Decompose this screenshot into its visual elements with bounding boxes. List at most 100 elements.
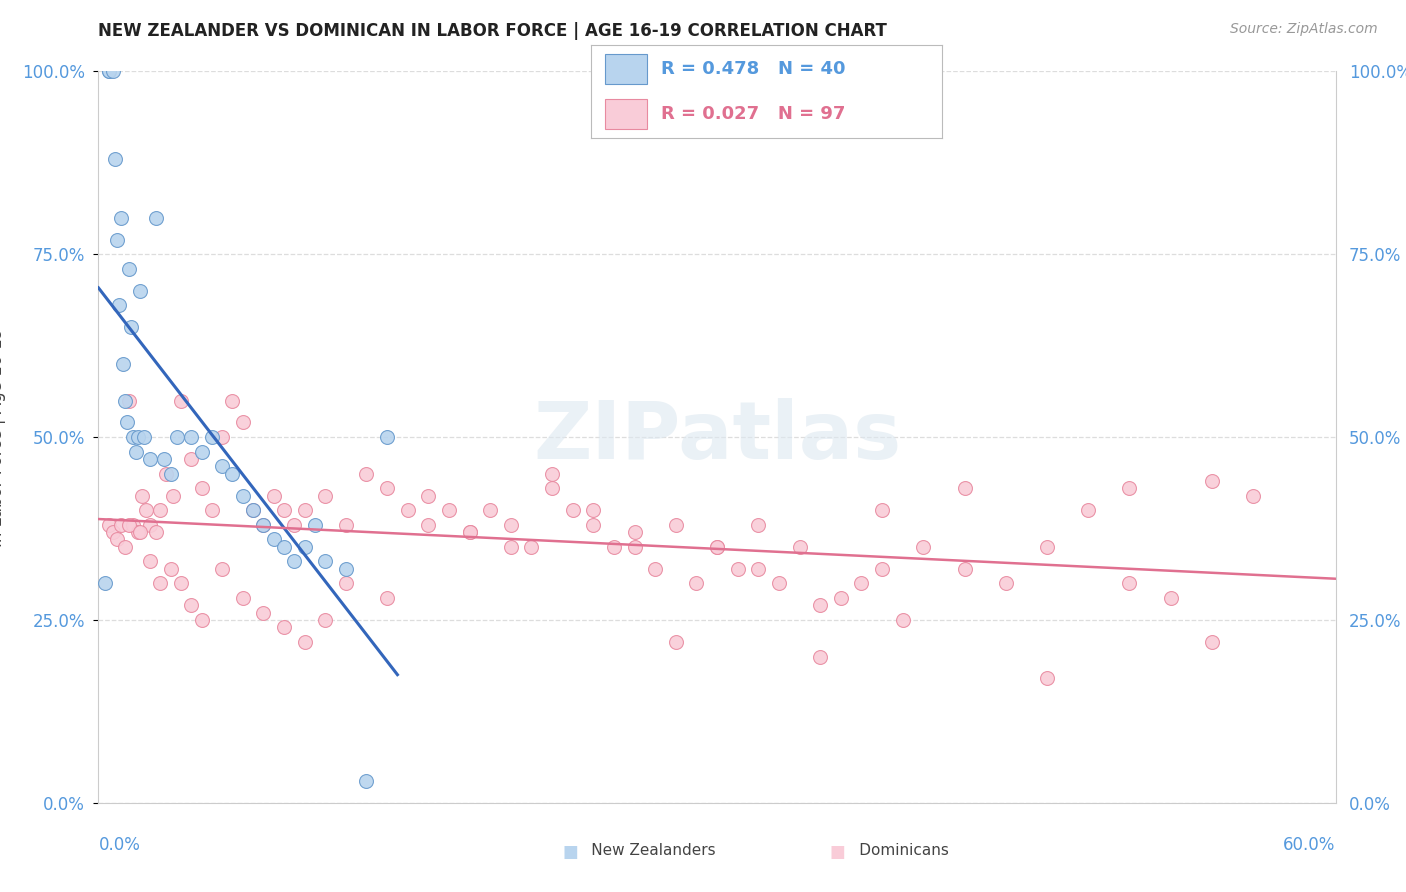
Point [124, 444, 146, 458]
Point [437, 503, 460, 517]
Point [706, 540, 728, 554]
Point [294, 540, 316, 554]
Point [159, 562, 181, 576]
Point [180, 430, 202, 444]
Point [108, 298, 131, 312]
Text: 0.0%: 0.0% [98, 836, 141, 854]
Point [201, 430, 224, 444]
Point [335, 562, 357, 576]
Point [727, 562, 749, 576]
Point [665, 517, 688, 532]
Bar [605, 54, 647, 84]
Point [112, 357, 135, 371]
Point [139, 517, 162, 532]
Point [221, 467, 243, 481]
Point [149, 503, 172, 517]
Bar [605, 99, 647, 129]
Point [110, 211, 132, 225]
Point [1036, 672, 1059, 686]
Point [122, 517, 145, 532]
Point [190, 481, 212, 495]
Point [252, 606, 274, 620]
Point [232, 416, 254, 430]
Text: ZIPatlas: ZIPatlas [533, 398, 901, 476]
Point [114, 540, 136, 554]
Y-axis label: In Labor Force | Age 16-19: In Labor Force | Age 16-19 [0, 327, 6, 547]
Point [170, 393, 193, 408]
Point [117, 416, 139, 430]
Text: Source: ZipAtlas.com: Source: ZipAtlas.com [1230, 22, 1378, 37]
Point [479, 503, 502, 517]
Point [1241, 489, 1264, 503]
Point [110, 517, 132, 532]
Point [335, 576, 357, 591]
Point [953, 481, 976, 495]
Point [953, 562, 976, 576]
Point [97, 64, 120, 78]
Point [242, 503, 264, 517]
Point [499, 517, 522, 532]
Point [314, 613, 336, 627]
Point [135, 503, 157, 517]
Point [127, 525, 149, 540]
Point [252, 517, 274, 532]
Point [603, 540, 626, 554]
Point [747, 562, 769, 576]
Point [273, 540, 295, 554]
Point [139, 452, 162, 467]
Text: New Zealanders: New Zealanders [562, 843, 716, 858]
Point [128, 284, 150, 298]
Point [190, 444, 212, 458]
Point [105, 533, 128, 547]
Point [356, 467, 378, 481]
Point [458, 525, 481, 540]
Point [180, 599, 202, 613]
Point [97, 64, 120, 78]
Point [273, 503, 295, 517]
Point [808, 599, 831, 613]
Point [242, 503, 264, 517]
Point [1160, 591, 1182, 605]
Text: 60.0%: 60.0% [1284, 836, 1336, 854]
Point [1118, 576, 1140, 591]
Point [170, 576, 193, 591]
Point [912, 540, 935, 554]
Point [541, 481, 564, 495]
Point [283, 554, 305, 568]
Point [1118, 481, 1140, 495]
Point [159, 467, 181, 481]
Point [114, 393, 136, 408]
Point [211, 562, 233, 576]
Point [891, 613, 914, 627]
Point [232, 591, 254, 605]
Point [97, 517, 120, 532]
Point [582, 517, 605, 532]
Point [294, 635, 316, 649]
Point [1201, 474, 1223, 488]
Point [153, 452, 176, 467]
Point [418, 489, 440, 503]
Point [273, 620, 295, 634]
Point [994, 576, 1017, 591]
Point [263, 489, 285, 503]
Point [155, 467, 177, 481]
Point [520, 540, 543, 554]
Point [582, 503, 605, 517]
Text: ■: ■ [562, 843, 578, 861]
Point [149, 576, 172, 591]
Point [201, 503, 224, 517]
Point [644, 562, 666, 576]
Point [128, 525, 150, 540]
Point [808, 649, 831, 664]
Point [623, 540, 645, 554]
Point [870, 503, 893, 517]
Point [180, 452, 202, 467]
Point [830, 591, 852, 605]
Point [851, 576, 873, 591]
Point [221, 393, 243, 408]
Text: R = 0.027   N = 97: R = 0.027 N = 97 [661, 105, 845, 123]
Point [396, 503, 419, 517]
Text: NEW ZEALANDER VS DOMINICAN IN LABOR FORCE | AGE 16-19 CORRELATION CHART: NEW ZEALANDER VS DOMINICAN IN LABOR FORC… [98, 22, 887, 40]
Point [1077, 503, 1099, 517]
Point [768, 576, 790, 591]
